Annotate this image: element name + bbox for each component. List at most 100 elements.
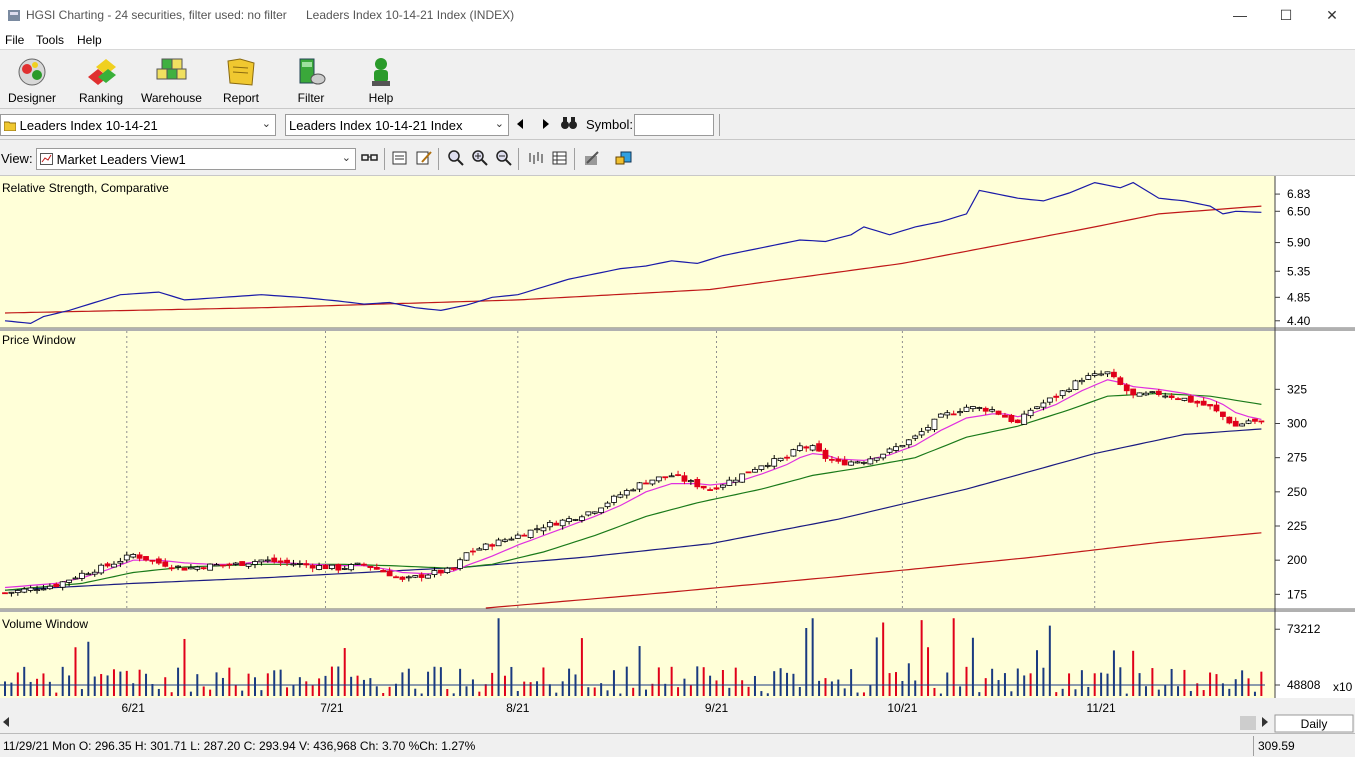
candle-up <box>848 461 855 466</box>
separator <box>384 148 385 170</box>
candle-up <box>72 577 79 580</box>
color-scheme-button[interactable] <box>614 148 634 168</box>
candle-down <box>1111 371 1117 378</box>
table-icon <box>552 151 567 165</box>
candle-up <box>213 564 220 567</box>
view-dropdown[interactable]: Market Leaders View1 ⌄ <box>36 148 356 170</box>
menu-tools[interactable]: Tools <box>36 33 65 47</box>
filter-button[interactable]: Filter <box>281 53 341 107</box>
designer-icon <box>18 58 46 86</box>
candle-up <box>931 418 938 430</box>
candle-down <box>239 561 246 566</box>
edit-view-button[interactable] <box>414 148 434 168</box>
candle-down <box>1123 384 1130 392</box>
last-value-text: 309.59 <box>1258 739 1295 753</box>
candle-down <box>1168 395 1175 398</box>
candle-up <box>1027 409 1034 417</box>
candle-up <box>886 448 893 453</box>
designer-button[interactable]: Designer <box>2 53 62 107</box>
candle-up <box>1040 402 1047 408</box>
candle-up <box>617 494 624 498</box>
candle-down <box>745 471 752 474</box>
menu-file[interactable]: File <box>5 33 25 47</box>
scroll-thumb[interactable] <box>1240 716 1256 730</box>
view-settings-button[interactable] <box>360 148 380 168</box>
price-series <box>2 368 1265 609</box>
properties-button[interactable] <box>390 148 410 168</box>
candle-down <box>784 456 790 459</box>
minimize-button[interactable]: — <box>1233 7 1247 23</box>
candle-up <box>502 539 508 542</box>
period-label: Daily <box>1301 717 1328 731</box>
candle-down <box>681 475 688 482</box>
compress-button[interactable] <box>526 148 546 168</box>
data-table-button[interactable] <box>550 148 570 168</box>
candle-up <box>14 590 21 594</box>
help-icon <box>372 58 390 86</box>
candle-down <box>309 565 316 569</box>
candle-up <box>117 561 124 564</box>
candle-up <box>1162 395 1169 398</box>
zoom-button[interactable] <box>446 148 466 168</box>
chart-area[interactable]: Relative Strength, Comparative Price Win… <box>0 176 1355 733</box>
candle-up <box>98 564 105 574</box>
list-dropdown[interactable]: Leaders Index 10-14-21 ⌄ <box>0 114 276 136</box>
candle-up <box>579 516 585 521</box>
candle-up <box>732 479 739 483</box>
candle-down <box>1053 395 1060 398</box>
candle-up <box>1046 397 1053 403</box>
find-button[interactable] <box>559 113 579 133</box>
report-button[interactable]: Report <box>211 53 271 107</box>
candle-down <box>380 570 387 573</box>
ranking-button[interactable]: Ranking <box>71 53 131 107</box>
warehouse-button[interactable]: Warehouse <box>141 53 202 107</box>
draw-tool-button[interactable] <box>582 148 602 168</box>
candle-down <box>553 522 560 526</box>
horizontal-scrollbar[interactable] <box>0 714 1355 733</box>
scroll-right-button[interactable] <box>1262 717 1268 727</box>
candle-down <box>1252 418 1258 422</box>
candle-up <box>591 511 598 514</box>
candle-up <box>893 446 899 451</box>
symbol-input[interactable] <box>634 114 714 136</box>
separator <box>518 148 519 170</box>
menu-help[interactable]: Help <box>77 33 102 47</box>
candle-up <box>726 479 733 486</box>
candle-up <box>937 413 944 418</box>
candle-down <box>418 574 425 578</box>
candle-up <box>598 507 605 513</box>
security-dropdown[interactable]: Leaders Index 10-14-21 Index ⌄ <box>285 114 509 136</box>
zoom-out-button[interactable] <box>494 148 514 168</box>
candle-up <box>425 574 431 579</box>
candle-down <box>53 583 60 587</box>
next-security-button[interactable] <box>536 114 556 134</box>
candle-up <box>559 519 566 527</box>
separator <box>438 148 439 170</box>
symbol-label: Symbol: <box>586 117 633 132</box>
candle-up <box>540 527 547 532</box>
previous-security-button[interactable] <box>510 114 530 134</box>
volume-axis-label: 48808 <box>1287 678 1321 692</box>
filter-icon <box>299 58 326 85</box>
candle-up <box>1085 375 1092 380</box>
rs-axis-label: 5.90 <box>1287 236 1311 250</box>
maximize-button[interactable]: ☐ <box>1279 6 1293 23</box>
candle-up <box>187 567 194 570</box>
trendline-icon <box>585 151 599 165</box>
candle-up <box>79 572 85 579</box>
date-label: 10/21 <box>887 701 917 715</box>
candle-up <box>354 562 361 565</box>
zoom-in-button[interactable] <box>470 148 490 168</box>
chart-view-icon <box>40 153 53 165</box>
candle-up <box>854 461 861 464</box>
help-button[interactable]: Help <box>351 53 411 107</box>
close-button[interactable]: ✕ <box>1326 6 1338 23</box>
candle-up <box>752 469 758 473</box>
period-selector[interactable]: Daily <box>1274 714 1354 733</box>
scroll-left-button[interactable] <box>3 717 9 727</box>
candle-down <box>489 544 496 547</box>
candle-down <box>284 559 290 564</box>
separator <box>719 114 720 136</box>
candle-down <box>707 489 713 491</box>
price-axis-label: 175 <box>1287 587 1307 601</box>
